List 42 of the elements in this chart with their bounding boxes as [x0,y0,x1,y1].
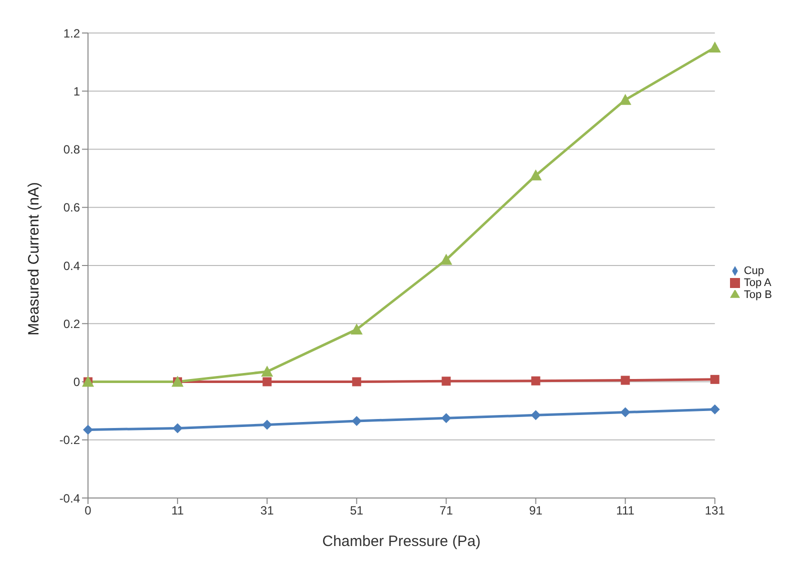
point [442,376,451,386]
y-tick-label: -0.2 [59,433,80,448]
y-tick-label: 0.2 [63,316,80,331]
point [710,404,720,414]
legend-label: Cup [744,265,764,277]
x-tick-label: 31 [260,504,274,518]
point [531,376,540,386]
point [620,376,630,385]
y-tick-label: 1 [73,84,80,98]
point [172,423,183,434]
x-tick-label: 0 [84,504,92,518]
point [261,366,274,377]
y-tick-label: -0.4 [59,491,80,506]
x-tick-label: 51 [350,504,364,518]
y-tick-label: 0.6 [63,200,80,215]
x-axis-title: Chamber Pressure (Pa) [322,533,481,550]
y-tick-label: 0 [73,375,80,390]
point [708,42,721,53]
point [441,413,452,424]
x-tick-label: 111 [616,504,635,518]
legend-label: Top B [744,289,772,301]
y-tick-label: 0.4 [63,258,80,273]
point [262,377,272,386]
y-axis-title: Measured Current (nA) [25,182,42,336]
point [530,410,541,420]
point [262,420,272,430]
legend-label: Top A [744,277,772,289]
point [620,407,630,418]
point [619,94,632,105]
point [352,377,362,386]
x-tick-label: 131 [704,504,726,518]
y-tick-label: 1.2 [63,26,80,40]
point [530,169,542,180]
y-tick-label: 0.8 [63,142,80,157]
point [83,424,93,435]
point [352,416,362,426]
x-tick-label: 71 [440,504,454,518]
point [440,254,452,265]
point [710,374,720,384]
x-tick-label: 91 [529,504,543,518]
x-tick-label: 11 [171,504,184,518]
point [350,323,363,334]
